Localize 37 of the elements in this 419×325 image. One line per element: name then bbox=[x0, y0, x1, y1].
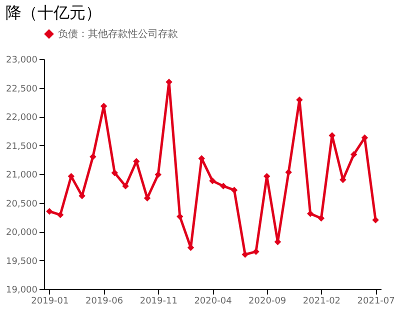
point bbox=[56, 211, 64, 218]
point bbox=[318, 214, 325, 222]
point bbox=[111, 169, 118, 176]
point bbox=[252, 248, 260, 255]
x-tick-label: 2020-09 bbox=[248, 296, 286, 306]
point bbox=[166, 78, 172, 86]
chart-title: 降（十亿元） bbox=[6, 3, 102, 22]
legend-label: 负债：其他存款性公司存款 bbox=[58, 28, 178, 40]
point bbox=[122, 182, 129, 190]
y-tick-label: 19,000 bbox=[6, 286, 38, 296]
y-tick-label: 21,500 bbox=[6, 142, 38, 152]
y-tick-label: 20,500 bbox=[6, 199, 38, 210]
x-tick-label: 2021-02 bbox=[302, 296, 341, 306]
y-tick-label: 22,000 bbox=[6, 113, 38, 123]
point bbox=[220, 182, 227, 190]
point bbox=[350, 151, 358, 158]
point bbox=[372, 216, 379, 224]
y-tick-label: 23,000 bbox=[6, 56, 38, 66]
point bbox=[209, 178, 216, 184]
point bbox=[154, 171, 162, 178]
point bbox=[230, 186, 238, 194]
y-tick-label: 19,500 bbox=[6, 256, 38, 267]
point bbox=[198, 155, 205, 162]
y-tick-label: 20,000 bbox=[6, 228, 38, 238]
x-tick-label: 2019-11 bbox=[140, 296, 178, 306]
x-tick-label: 2020-04 bbox=[194, 296, 232, 306]
x-tick-label: 2019-01 bbox=[31, 296, 69, 306]
y-tick-label: 21,000 bbox=[6, 170, 38, 180]
y-tick-label: 22,500 bbox=[6, 84, 38, 94]
point bbox=[90, 153, 96, 160]
point bbox=[46, 208, 53, 215]
x-tick-label: 2019-06 bbox=[85, 296, 124, 306]
point bbox=[176, 213, 184, 220]
point bbox=[242, 251, 248, 258]
point bbox=[306, 210, 314, 218]
x-tick-label: 2021-07 bbox=[357, 296, 395, 306]
point bbox=[285, 168, 292, 176]
